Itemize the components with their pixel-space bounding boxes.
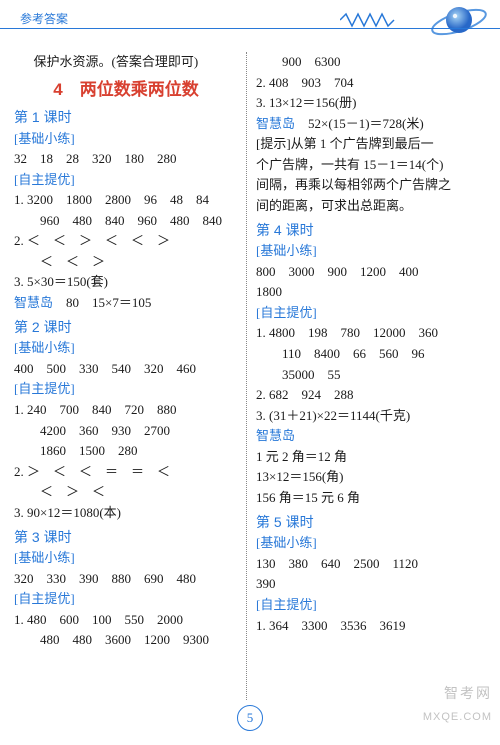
tip-line: 个广告牌，一共有 15－1＝14(个) xyxy=(256,155,486,176)
tip-line: 间隔，再乘以每相邻两个广告牌之 xyxy=(256,175,486,196)
jichu-label: [基础小练] xyxy=(256,533,486,554)
answer-line: 32 18 28 320 180 280 xyxy=(14,149,238,170)
left-column: 保护水资源。(答案合理即可) 4 两位数乘两位数 第 1 课时 [基础小练] 3… xyxy=(14,52,246,651)
zhihui-line: 智慧岛 52×(15－1)＝728(米) xyxy=(256,114,486,135)
answer-line: 3. 5×30＝150(套) xyxy=(14,272,238,293)
answer-line: 1. 240 700 840 720 880 xyxy=(14,400,238,421)
answer-line: 800 3000 900 1200 400 xyxy=(256,262,486,283)
answer-line: 1. 364 3300 3536 3619 xyxy=(256,616,486,637)
answer-line: ＜ ＜ ＞ xyxy=(14,252,238,273)
answer-line: 1. 480 600 100 550 2000 xyxy=(14,610,238,631)
answer-line: 1 元 2 角＝12 角 xyxy=(256,447,486,468)
answer-line: 4200 360 930 2700 xyxy=(14,421,238,442)
zhihui-line: 智慧岛 80 15×7＝105 xyxy=(14,293,238,314)
answer-line: 1. 3200 1800 2800 96 48 84 xyxy=(14,190,238,211)
header-title: 参考答案 xyxy=(20,10,68,27)
answer-line: 480 480 3600 1200 9300 xyxy=(14,630,238,651)
jichu-label: [基础小练] xyxy=(256,241,486,262)
answer-line: 2. 408 903 704 xyxy=(256,73,486,94)
answer-line: 3. (31＋21)×22＝1144(千克) xyxy=(256,406,486,427)
zhihui-content: 80 15×7＝105 xyxy=(66,295,151,310)
answer-line: 320 330 390 880 690 480 xyxy=(14,569,238,590)
chapter-title: 4 两位数乘两位数 xyxy=(14,77,238,104)
jichu-label: [基础小练] xyxy=(14,548,238,569)
zizhu-label: [自主提优] xyxy=(256,303,486,324)
answer-line: 2. ＞ ＜ ＜ ＝ ＝ ＜ xyxy=(14,462,238,483)
zizhu-label: [自主提优] xyxy=(14,589,238,610)
answer-line: 1860 1500 280 xyxy=(14,441,238,462)
answer-line: 3. 13×12＝156(册) xyxy=(256,93,486,114)
zizhu-label: [自主提优] xyxy=(14,379,238,400)
page-number: 5 xyxy=(237,705,263,731)
lesson-5-title: 第 5 课时 xyxy=(256,511,486,533)
tip-line: 间的距离，可求出总距离。 xyxy=(256,196,486,217)
answer-line: 13×12＝156(角) xyxy=(256,467,486,488)
answer-line: 3. 90×12＝1080(本) xyxy=(14,503,238,524)
right-column: 900 6300 2. 408 903 704 3. 13×12＝156(册) … xyxy=(246,52,486,651)
answer-line: 1. 4800 198 780 12000 360 xyxy=(256,323,486,344)
zhihui-title: 智慧岛 xyxy=(256,426,486,447)
lesson-2-title: 第 2 课时 xyxy=(14,316,238,338)
answer-line: 390 xyxy=(256,574,486,595)
zizhu-label: [自主提优] xyxy=(14,170,238,191)
answer-line: 2. 682 924 288 xyxy=(256,385,486,406)
intro-text: 保护水资源。(答案合理即可) xyxy=(14,52,238,73)
header-rule xyxy=(0,28,500,29)
lesson-4-title: 第 4 课时 xyxy=(256,219,486,241)
lesson-1-title: 第 1 课时 xyxy=(14,106,238,128)
zhihui-content: 52×(15－1)＝728(米) xyxy=(308,116,424,131)
answer-line: 35000 55 xyxy=(256,365,486,386)
watermark-url: MXQE.COM xyxy=(423,711,492,723)
jichu-label: [基础小练] xyxy=(14,129,238,150)
answer-line: ＜ ＞ ＜ xyxy=(14,482,238,503)
zizhu-label: [自主提优] xyxy=(256,595,486,616)
wave-icon xyxy=(340,12,410,28)
page-header: 参考答案 xyxy=(0,0,500,46)
answer-line: 156 角＝15 元 6 角 xyxy=(256,488,486,509)
answer-line: 110 8400 66 560 96 xyxy=(256,344,486,365)
content-area: 保护水资源。(答案合理即可) 4 两位数乘两位数 第 1 课时 [基础小练] 3… xyxy=(0,46,500,651)
answer-line: 2. ＜ ＜ ＞ ＜ ＜ ＞ xyxy=(14,231,238,252)
answer-line: 1800 xyxy=(256,282,486,303)
answer-line: 130 380 640 2500 1120 xyxy=(256,554,486,575)
lesson-3-title: 第 3 课时 xyxy=(14,526,238,548)
answer-line: 900 6300 xyxy=(256,52,486,73)
watermark-text: 智考网 xyxy=(444,683,492,703)
tip-line: [提示]从第 1 个广告牌到最后一 xyxy=(256,134,486,155)
answer-line: 400 500 330 540 320 460 xyxy=(14,359,238,380)
planet-icon xyxy=(428,2,490,42)
jichu-label: [基础小练] xyxy=(14,338,238,359)
answer-line: 960 480 840 960 480 840 xyxy=(14,211,238,232)
